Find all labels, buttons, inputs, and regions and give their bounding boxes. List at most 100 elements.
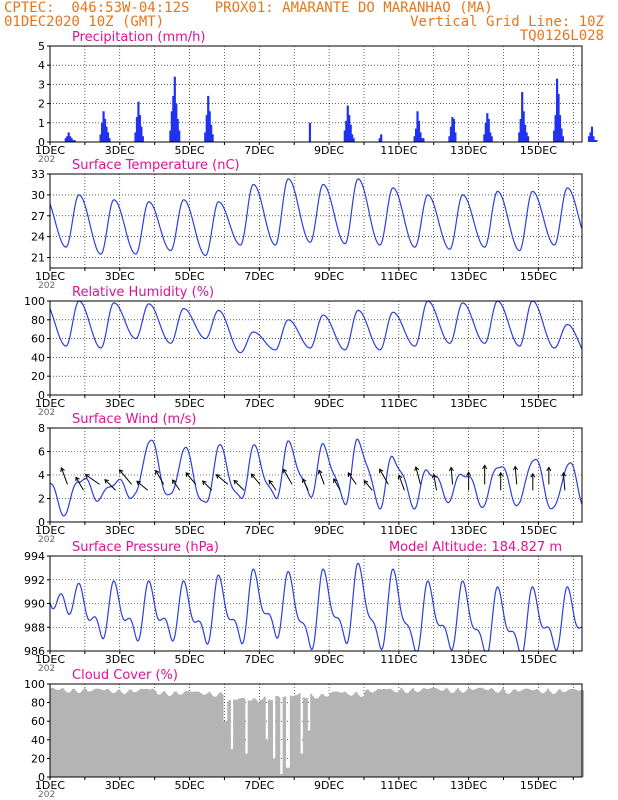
cloud-bar	[442, 690, 445, 777]
panel-title-wind: Surface Wind (m/s)	[72, 412, 196, 427]
cloud-bar	[190, 692, 194, 777]
cloud-bar	[148, 689, 151, 777]
cloud-bar	[349, 695, 352, 777]
precip-bar	[589, 132, 592, 142]
cloud-bar	[554, 693, 557, 777]
cloud-bar	[394, 692, 397, 777]
wind-arrow	[268, 480, 277, 491]
cloud-bar	[316, 698, 319, 777]
cloud-bar	[378, 689, 381, 777]
cloud-bar	[329, 693, 332, 777]
cloud-bar	[250, 700, 253, 777]
cloud-bar	[150, 689, 153, 777]
cloud-bar	[270, 700, 273, 777]
x-tick-label: 7DEC	[244, 653, 274, 666]
precip-bar	[141, 136, 144, 142]
cloud-bar	[339, 692, 342, 777]
cloud-bar	[502, 687, 505, 777]
precip-bar	[135, 117, 139, 142]
cloud-bar	[74, 690, 77, 777]
cloud-bar	[526, 688, 529, 777]
cloud-bar	[301, 753, 304, 777]
cloud-bar	[297, 694, 300, 777]
cloud-bar	[340, 692, 343, 777]
precip-bar	[205, 115, 208, 142]
cloud-bar	[89, 691, 92, 777]
panel-rh: 0 20 40 60 80 100 1DEC 3DEC 5DEC 7DEC 9DEC 11DEC 13D…	[24, 285, 583, 418]
precip-bar	[487, 118, 490, 142]
cloud-bar	[334, 691, 337, 777]
cloud-bar	[438, 689, 441, 777]
cloud-bar	[244, 753, 247, 777]
y-tick-label: 80	[31, 697, 45, 710]
cloud-bar	[170, 695, 173, 777]
precip-bar	[178, 130, 181, 142]
cloud-bar	[326, 696, 329, 777]
cloud-bar	[196, 691, 199, 777]
cloud-bar	[230, 749, 233, 777]
cloud-bar	[292, 696, 295, 777]
cloud-bar	[202, 694, 205, 777]
cloud-bar	[208, 691, 211, 777]
wind-arrow-head	[379, 468, 384, 474]
cloud-bar	[356, 693, 359, 777]
precip-bar	[484, 122, 487, 142]
cloud-bar	[484, 689, 487, 777]
cloud-bar	[300, 753, 303, 777]
wind-arrow-head	[498, 471, 504, 477]
plot-frame-cloud	[49, 683, 583, 778]
cloud-bar	[286, 767, 289, 777]
cloud-bar	[538, 691, 541, 777]
cloud-bar	[288, 767, 291, 777]
wind-arrow	[155, 470, 165, 485]
cloud-bar	[416, 692, 419, 777]
x-tick-label: 1DEC	[35, 653, 65, 666]
x-tick-label: 13DEC	[450, 779, 487, 792]
cloud-bar	[246, 753, 249, 777]
cloud-bar	[406, 693, 409, 777]
series-line-rh	[49, 300, 583, 354]
cloud-bar	[76, 692, 79, 777]
cloud-bar	[298, 693, 301, 777]
x-tick-label: 13DEC	[450, 397, 487, 410]
precip-bar	[211, 134, 214, 142]
cloud-bar	[337, 692, 340, 777]
precip-bar	[555, 78, 559, 142]
wind-arrow-head	[268, 479, 274, 485]
cloud-bar	[279, 774, 282, 777]
precip-bar	[526, 136, 530, 142]
x-tick-label: 3DEC	[105, 397, 135, 410]
x-tick-label: 11DEC	[380, 270, 417, 283]
cloud-bar	[256, 701, 259, 777]
cloud-bar	[100, 689, 103, 777]
cloud-bar	[220, 692, 223, 777]
cloud-bar	[83, 688, 86, 777]
precip-bar	[486, 113, 489, 142]
x-tick-label: 13DEC	[450, 270, 487, 283]
cloud-bar	[410, 689, 413, 777]
cloud-bar	[272, 758, 275, 777]
cloud-bar	[535, 688, 538, 777]
cloud-bar	[305, 697, 308, 777]
precip-bar	[66, 136, 69, 142]
cloud-bar	[276, 695, 279, 777]
cloud-bar	[265, 739, 268, 777]
x-tick-label: 1DEC	[35, 524, 65, 537]
cloud-bar	[544, 692, 547, 777]
cloud-bar	[161, 691, 164, 777]
x-tick-label: 11DEC	[380, 524, 417, 537]
cloud-bar	[253, 698, 256, 777]
cloud-bar	[420, 689, 423, 777]
wind-arrow-head	[397, 474, 403, 480]
cloud-bar	[477, 688, 480, 777]
cloud-bar	[113, 692, 117, 777]
x-year-stub: 202	[38, 790, 55, 800]
cloud-bar	[278, 697, 281, 777]
cloud-bar	[217, 694, 220, 777]
cloud-bar	[522, 689, 525, 777]
y-tick-label: 33	[31, 168, 45, 181]
cloud-bar	[331, 691, 335, 777]
wind-arrow-head	[185, 472, 191, 477]
cloud-bar	[112, 693, 115, 777]
cloud-bar	[240, 697, 243, 777]
